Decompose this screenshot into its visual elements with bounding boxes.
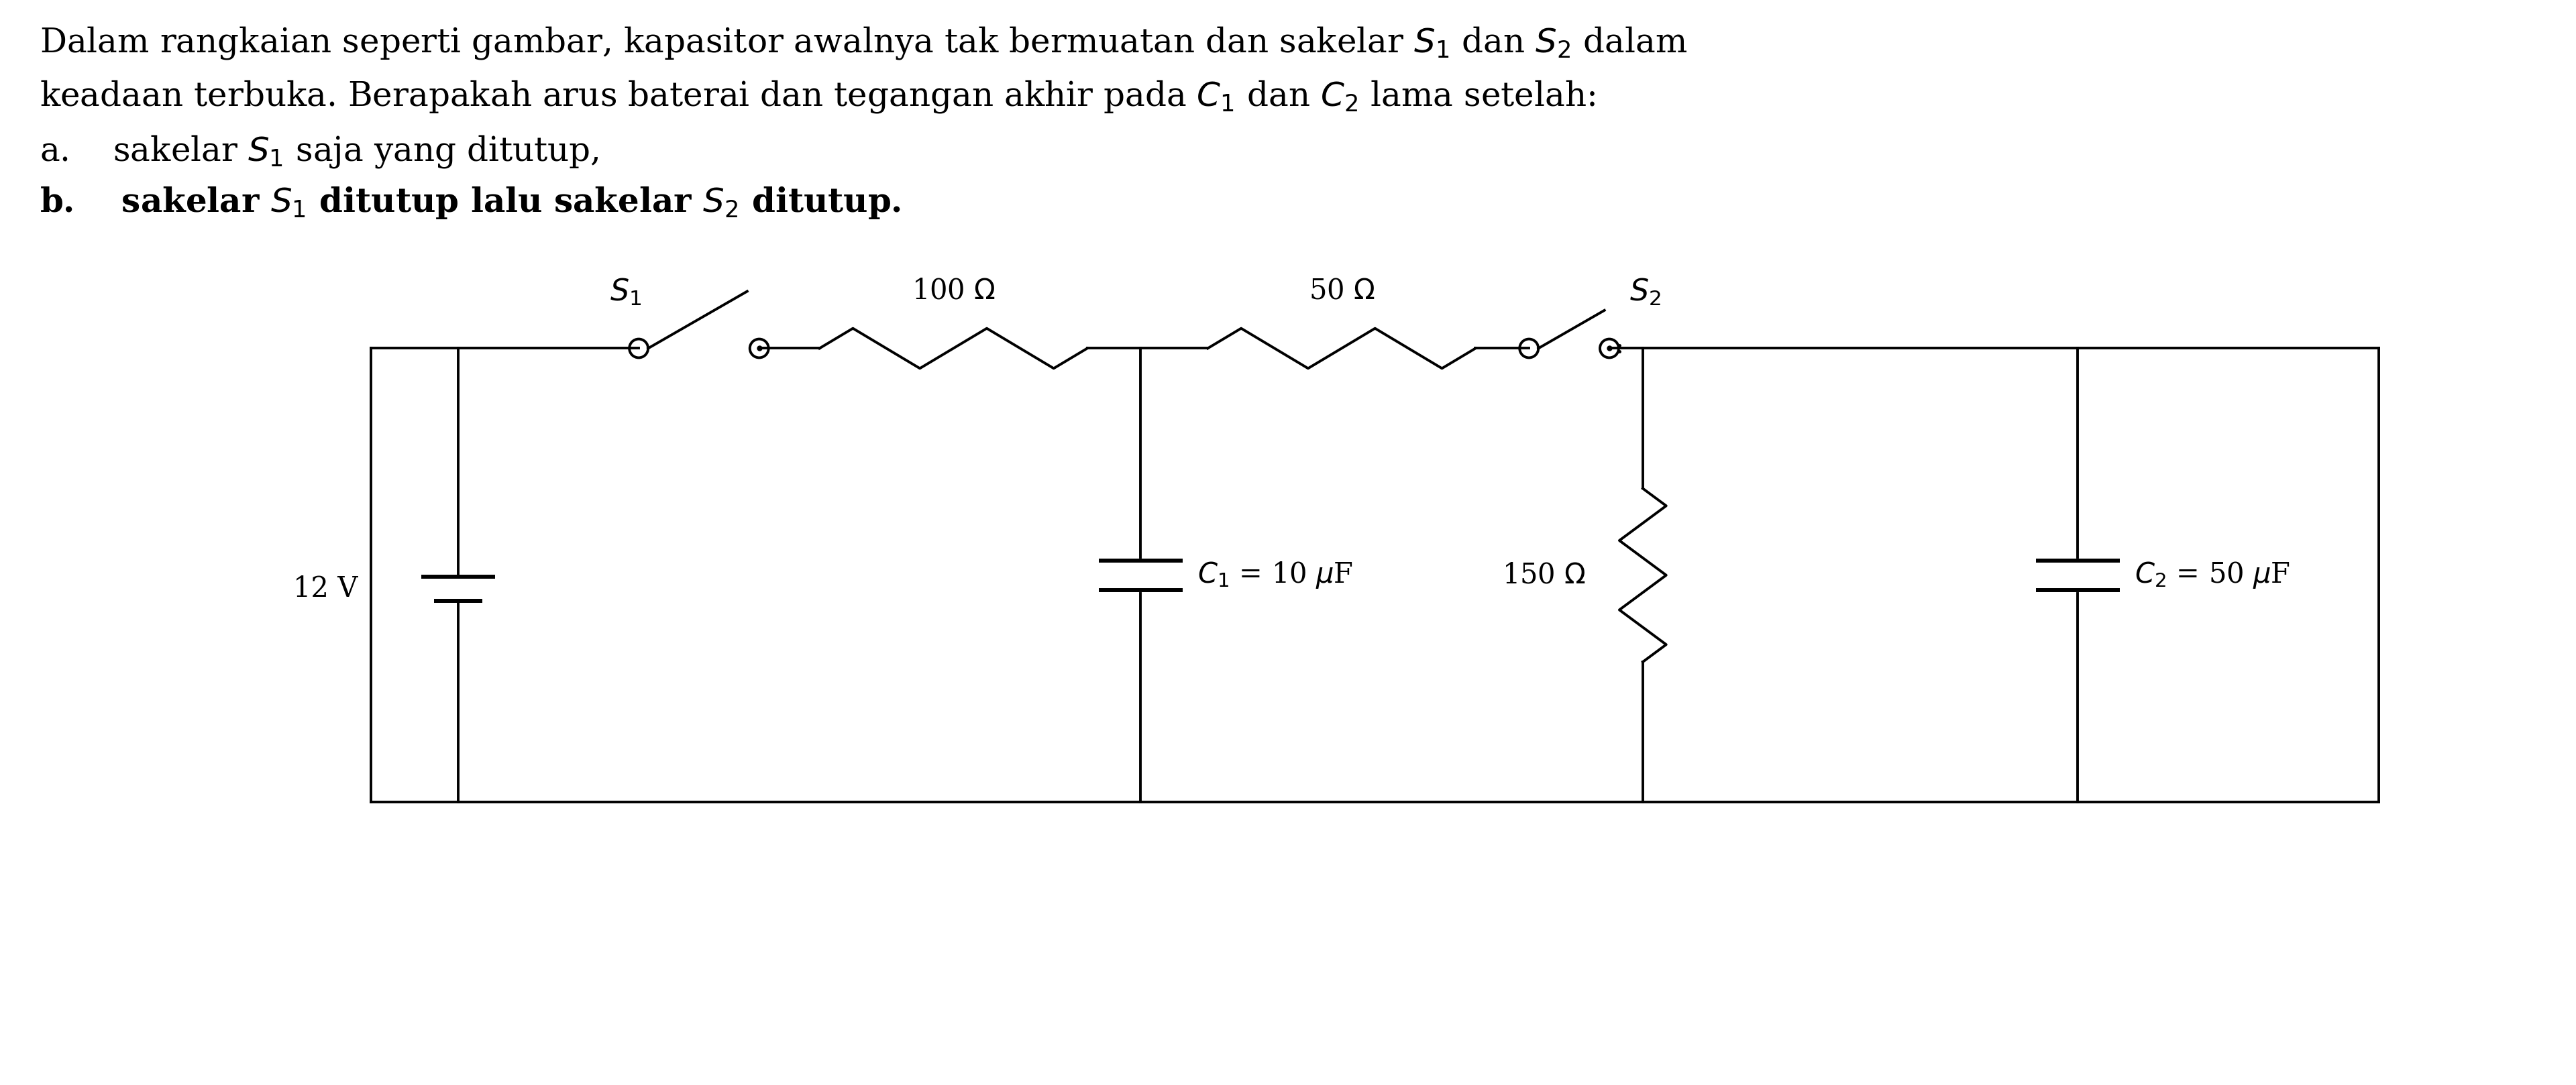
Text: Dalam rangkaian seperti gambar, kapasitor awalnya tak bermuatan dan sakelar $\ma: Dalam rangkaian seperti gambar, kapasito… [39,25,1687,61]
Text: 50 $\Omega$: 50 $\Omega$ [1309,277,1376,305]
Text: 150 $\Omega$: 150 $\Omega$ [1502,561,1587,589]
Text: 100 $\Omega$: 100 $\Omega$ [912,277,994,305]
Text: $C_2$ = 50 $\mu$F: $C_2$ = 50 $\mu$F [2136,560,2290,590]
Text: keadaan terbuka. Berapakah arus baterai dan tegangan akhir pada $C_1$ dan $C_2$ : keadaan terbuka. Berapakah arus baterai … [39,78,1595,114]
Text: $\mathit{S}_1$: $\mathit{S}_1$ [611,277,641,307]
Text: b.    sakelar $\mathit{S}_1$ ditutup lalu sakelar $\mathit{S}_2$ ditutup.: b. sakelar $\mathit{S}_1$ ditutup lalu s… [39,184,902,220]
Text: $\mathit{S}_2$: $\mathit{S}_2$ [1631,277,1662,307]
Text: 12 V: 12 V [294,574,358,602]
Text: $C_1$ = 10 $\mu$F: $C_1$ = 10 $\mu$F [1198,560,1352,590]
Text: a.    sakelar $\mathit{S}_1$ saja yang ditutup,: a. sakelar $\mathit{S}_1$ saja yang ditu… [39,133,600,169]
